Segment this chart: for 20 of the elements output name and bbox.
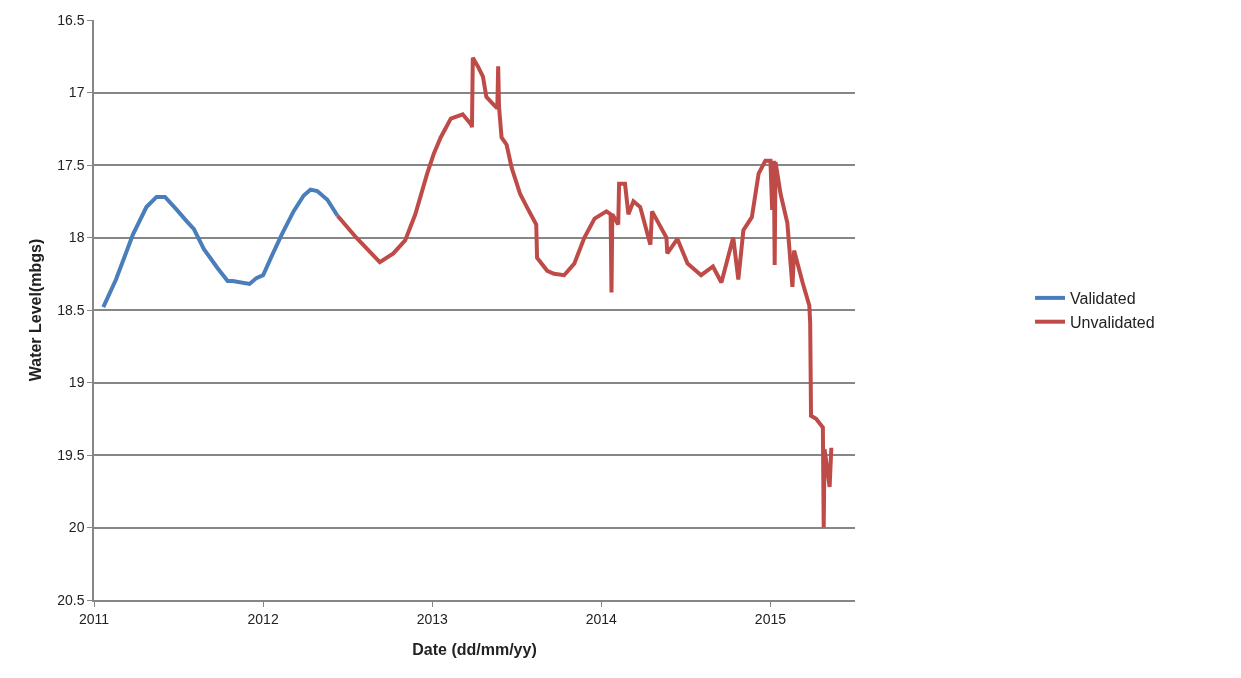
x-tick-label: 2014 [585,610,618,627]
x-tick-label: 2011 [78,610,110,627]
y-axis-title: Water Level(mbgs) [26,238,44,382]
y-tick-label: 19 [68,374,85,391]
y-tick-label: 20 [68,519,85,536]
x-tick-label: 2012 [247,610,279,627]
line-series [101,187,340,310]
y-tick-label: 18.5 [57,301,85,318]
x-tick-label: 2015 [754,610,787,627]
y-tick-label: 17 [68,84,85,101]
legend-label: Unvalidated [1070,313,1155,331]
y-tick-label: 20.5 [57,591,85,608]
y-tick-label: 19.5 [57,446,85,463]
x-tick-label: 2013 [416,610,448,627]
legend-label: Validated [1070,290,1136,308]
y-tick-label: 16.5 [57,11,85,28]
x-axis-title: Date (dd/mm/yy) [412,640,537,658]
line-series [335,55,834,530]
y-tick-label: 18 [68,229,85,246]
y-tick-label: 17.5 [57,156,85,173]
